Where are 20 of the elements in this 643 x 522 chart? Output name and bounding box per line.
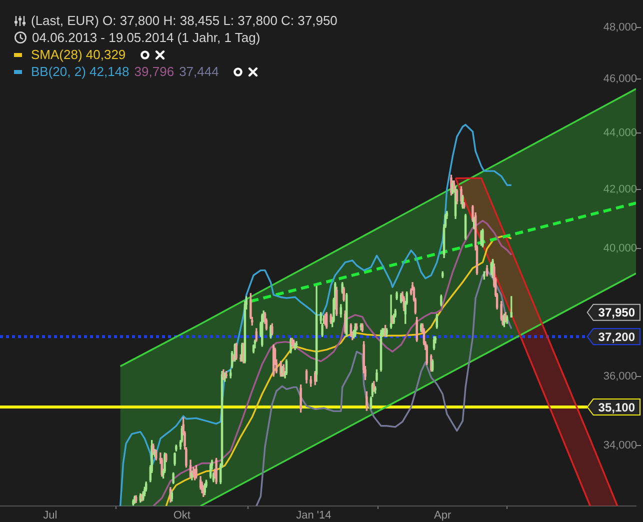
text: SMA(28) 40,329	[14, 46, 126, 63]
ref-line-label: 37,200	[598, 330, 636, 344]
y-tick-label: 40,000	[603, 242, 637, 255]
x-tick-label: Jan '14	[296, 510, 332, 522]
ref-line-label: 35,100	[598, 400, 636, 414]
text: (Last, EUR) O: 37,800 H: 38,455 L: 37,800 C: 37,950	[31, 12, 338, 29]
x-tick-label: Jul	[43, 510, 58, 522]
text: 04.06.2013 - 19.05.2014 (1 Jahr, 1 Tag)	[32, 29, 260, 46]
y-tick-label: 44,000	[603, 127, 637, 140]
y-tick-label: 36,000	[603, 370, 637, 382]
y-tick-label: 42,000	[603, 183, 637, 196]
y-tick-label: 34,000	[603, 440, 637, 452]
x-tick-label: Okt	[173, 510, 190, 522]
y-tick-label: 46,000	[603, 73, 637, 86]
x-tick-label: Apr	[434, 510, 452, 522]
y-tick-label: 48,000	[603, 22, 637, 34]
text: BB(20, 2) 42,148	[14, 63, 130, 80]
text: 39,796	[134, 63, 174, 80]
annotation: 37,950	[598, 306, 636, 320]
text: 37,444	[179, 63, 219, 80]
